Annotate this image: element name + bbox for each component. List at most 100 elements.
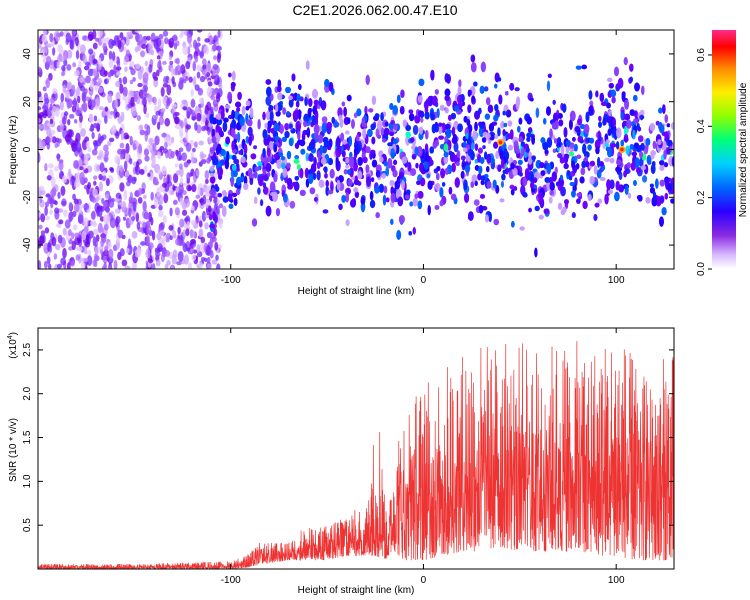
heatmap-cell [209, 250, 214, 259]
heatmap-cell [314, 197, 318, 202]
heatmap-cell [172, 230, 177, 239]
heatmap-cell [115, 131, 120, 139]
heatmap-cell [159, 145, 165, 151]
heatmap-cell [107, 140, 112, 147]
heatmap-cell [211, 128, 216, 139]
heatmap-cell [97, 30, 103, 38]
heatmap-cell [125, 247, 130, 254]
snr-ylabel: SNR (10 * v/v) [8, 418, 19, 482]
heatmap-cell [559, 156, 565, 164]
heatmap-cell [401, 179, 405, 190]
heatmap-cell [127, 238, 132, 250]
heatmap-cell [134, 46, 139, 53]
heatmap-cell [335, 146, 342, 158]
heatmap-cell [525, 168, 529, 179]
heatmap-cell [69, 113, 75, 119]
heatmap-cell [594, 139, 601, 150]
heatmap-cell [38, 260, 42, 269]
heatmap-cell [456, 150, 461, 158]
heatmap-cell [46, 175, 52, 181]
heatmap-cell [375, 169, 381, 178]
heatmap-cell [115, 239, 121, 250]
heatmap-cell [467, 89, 471, 97]
heatmap-cell [132, 143, 137, 151]
heatmap-cell [197, 186, 201, 197]
heatmap-cell [198, 243, 205, 255]
heatmap-cell [124, 66, 128, 73]
snr-multiplier-close: ) [8, 332, 19, 335]
heatmap-cell [286, 150, 292, 160]
heatmap-cell [181, 99, 188, 105]
heatmap-cell [636, 167, 641, 174]
heatmap-cell [83, 203, 89, 211]
heatmap-cell [180, 64, 185, 71]
heatmap-cell [565, 146, 570, 154]
heatmap-cell [442, 182, 446, 187]
heatmap-cell [205, 186, 211, 197]
heatmap-cell [164, 263, 169, 269]
heatmap-cell [589, 137, 595, 144]
heatmap-cell [365, 164, 370, 173]
heatmap-cell [390, 218, 394, 225]
heatmap-cell [637, 135, 644, 143]
heatmap-cell [510, 188, 515, 196]
heatmap-cell [392, 169, 398, 178]
heatmap-cell [155, 110, 161, 116]
heatmap-cell [262, 129, 268, 140]
heatmap-cell [209, 176, 216, 184]
heatmap-cell [595, 90, 599, 98]
heatmap-cell [477, 173, 482, 181]
colorbar-tick-label: 0.4 [696, 119, 707, 133]
heatmap-cell [166, 97, 171, 107]
y-tick-label: 20 [22, 96, 33, 108]
heatmap-cell [67, 118, 71, 126]
heatmap-cell [40, 213, 46, 223]
heatmap-cell [230, 127, 236, 138]
heatmap-cell [664, 192, 669, 200]
heatmap-cell [659, 179, 665, 187]
heatmap-cell [553, 138, 558, 144]
heatmap-cell [659, 195, 665, 204]
heatmap-cell [215, 45, 222, 52]
heatmap-cell [101, 197, 105, 205]
heatmap-cell [73, 70, 80, 77]
heatmap-cell [95, 96, 100, 107]
heatmap-cell [293, 158, 300, 164]
heatmap-cell [288, 95, 293, 101]
heatmap-cell [126, 31, 133, 38]
heatmap-cell [231, 140, 235, 151]
heatmap-cell [474, 121, 478, 132]
heatmap-cell [230, 81, 236, 88]
heatmap-cell [283, 193, 288, 203]
heatmap-cell [190, 88, 195, 97]
heatmap-cell [135, 63, 141, 70]
heatmap-cell [83, 184, 88, 190]
heatmap-cell [357, 140, 362, 152]
heatmap-cell [174, 116, 180, 125]
heatmap-cell [52, 47, 56, 56]
heatmap-cell [460, 155, 466, 161]
heatmap-cell [119, 248, 125, 257]
heatmap-cell [659, 216, 664, 227]
heatmap-cell [204, 222, 209, 230]
heatmap-cell [314, 130, 319, 141]
heatmap-cell [576, 154, 582, 159]
heatmap-cell [523, 151, 528, 159]
heatmap-cell [382, 194, 387, 206]
heatmap-cell [195, 194, 201, 199]
heatmap-cell [522, 176, 528, 187]
heatmap-cell [321, 122, 327, 134]
heatmap-cell [214, 185, 220, 192]
heatmap-cell [141, 38, 147, 45]
heatmap-cell [379, 156, 384, 163]
heatmap-cell [57, 234, 63, 244]
heatmap-cell [227, 91, 233, 102]
figure-title: C2E1.2026.062.00.47.E10 [292, 2, 457, 18]
heatmap-cell [331, 116, 335, 124]
heatmap-cell [97, 133, 102, 144]
heatmap-cell [559, 174, 564, 181]
heatmap-cell [499, 150, 504, 160]
heatmap-cell [652, 140, 657, 149]
heatmap-cell [231, 70, 236, 81]
heatmap-cell [288, 137, 294, 147]
